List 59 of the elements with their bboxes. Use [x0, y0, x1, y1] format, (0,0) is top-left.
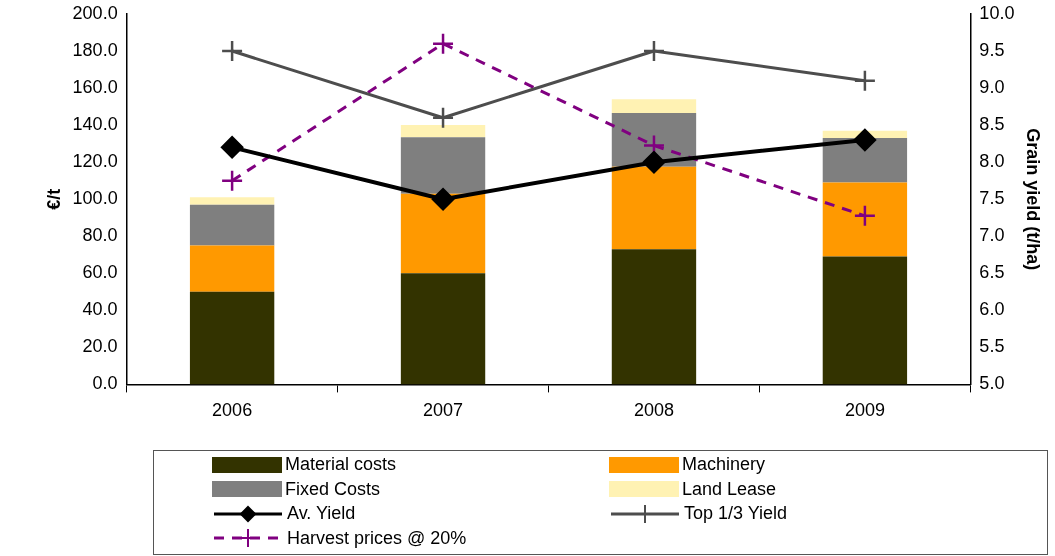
point — [431, 32, 455, 55]
y2-tick-label: 5.0 — [979, 373, 1005, 394]
point — [220, 39, 244, 63]
y-tick-label: 80.0 — [82, 225, 118, 246]
bar — [611, 249, 697, 385]
y-tick-label: 100.0 — [72, 188, 118, 209]
y2-axis-title: Grain yield (t/ha) — [1023, 128, 1044, 271]
point — [642, 150, 666, 174]
bar — [611, 99, 697, 114]
y-tick-label: 60.0 — [82, 262, 118, 283]
y2-tick-label: 10.0 — [979, 2, 1015, 23]
x-tick-label: 2009 — [844, 400, 885, 421]
point — [220, 169, 244, 192]
legend-label: Harvest prices @ 20% — [287, 527, 467, 549]
y-tick-label: 20.0 — [82, 336, 118, 357]
y2-tick-label: 6.5 — [979, 262, 1005, 283]
y2-tick-label: 6.0 — [979, 299, 1005, 320]
y2-tick-label: 7.0 — [979, 225, 1005, 246]
x-tick-label: 2007 — [423, 400, 464, 421]
y2-tick-label: 5.5 — [979, 336, 1005, 357]
bar — [400, 125, 486, 138]
legend-label: Machinery — [682, 454, 766, 475]
y2-tick-label: 8.0 — [979, 151, 1005, 172]
point — [853, 128, 877, 152]
bar — [189, 245, 275, 292]
y2-tick-label: 8.5 — [979, 114, 1005, 135]
bar — [822, 182, 908, 257]
y2-tick-label: 9.5 — [979, 40, 1005, 61]
legend-label: Top 1/3 Yield — [684, 503, 788, 524]
point — [431, 187, 455, 211]
y-tick-label: 40.0 — [82, 299, 118, 320]
y2-tick-label: 9.0 — [979, 77, 1005, 98]
legend-label: Material costs — [285, 454, 397, 475]
y-tick-label: 180.0 — [72, 40, 118, 61]
legend-label: Av. Yield — [287, 503, 356, 524]
bar — [822, 138, 908, 183]
y-tick-label: 120.0 — [72, 151, 118, 172]
bar — [822, 256, 908, 385]
bar — [400, 137, 486, 194]
point — [642, 39, 666, 63]
x-tick-label: 2008 — [633, 400, 674, 421]
bar — [189, 204, 275, 246]
legend-label: Land Lease — [682, 478, 777, 500]
bar — [400, 193, 486, 274]
y-tick-label: 160.0 — [72, 77, 118, 98]
y-tick-label: 200.0 — [72, 2, 118, 23]
bar — [189, 197, 275, 205]
legend-label: Fixed Costs — [285, 478, 381, 500]
y-tick-label: 0.0 — [92, 373, 118, 394]
x-tick-label: 2006 — [212, 400, 253, 421]
point — [220, 136, 244, 159]
point — [431, 106, 455, 129]
bar — [400, 273, 486, 385]
point — [853, 69, 877, 92]
y-tick-label: 140.0 — [72, 114, 118, 135]
bar — [189, 291, 275, 385]
y2-tick-label: 7.5 — [979, 188, 1005, 209]
y-axis-title: €/t — [43, 188, 64, 210]
bar — [611, 166, 697, 250]
